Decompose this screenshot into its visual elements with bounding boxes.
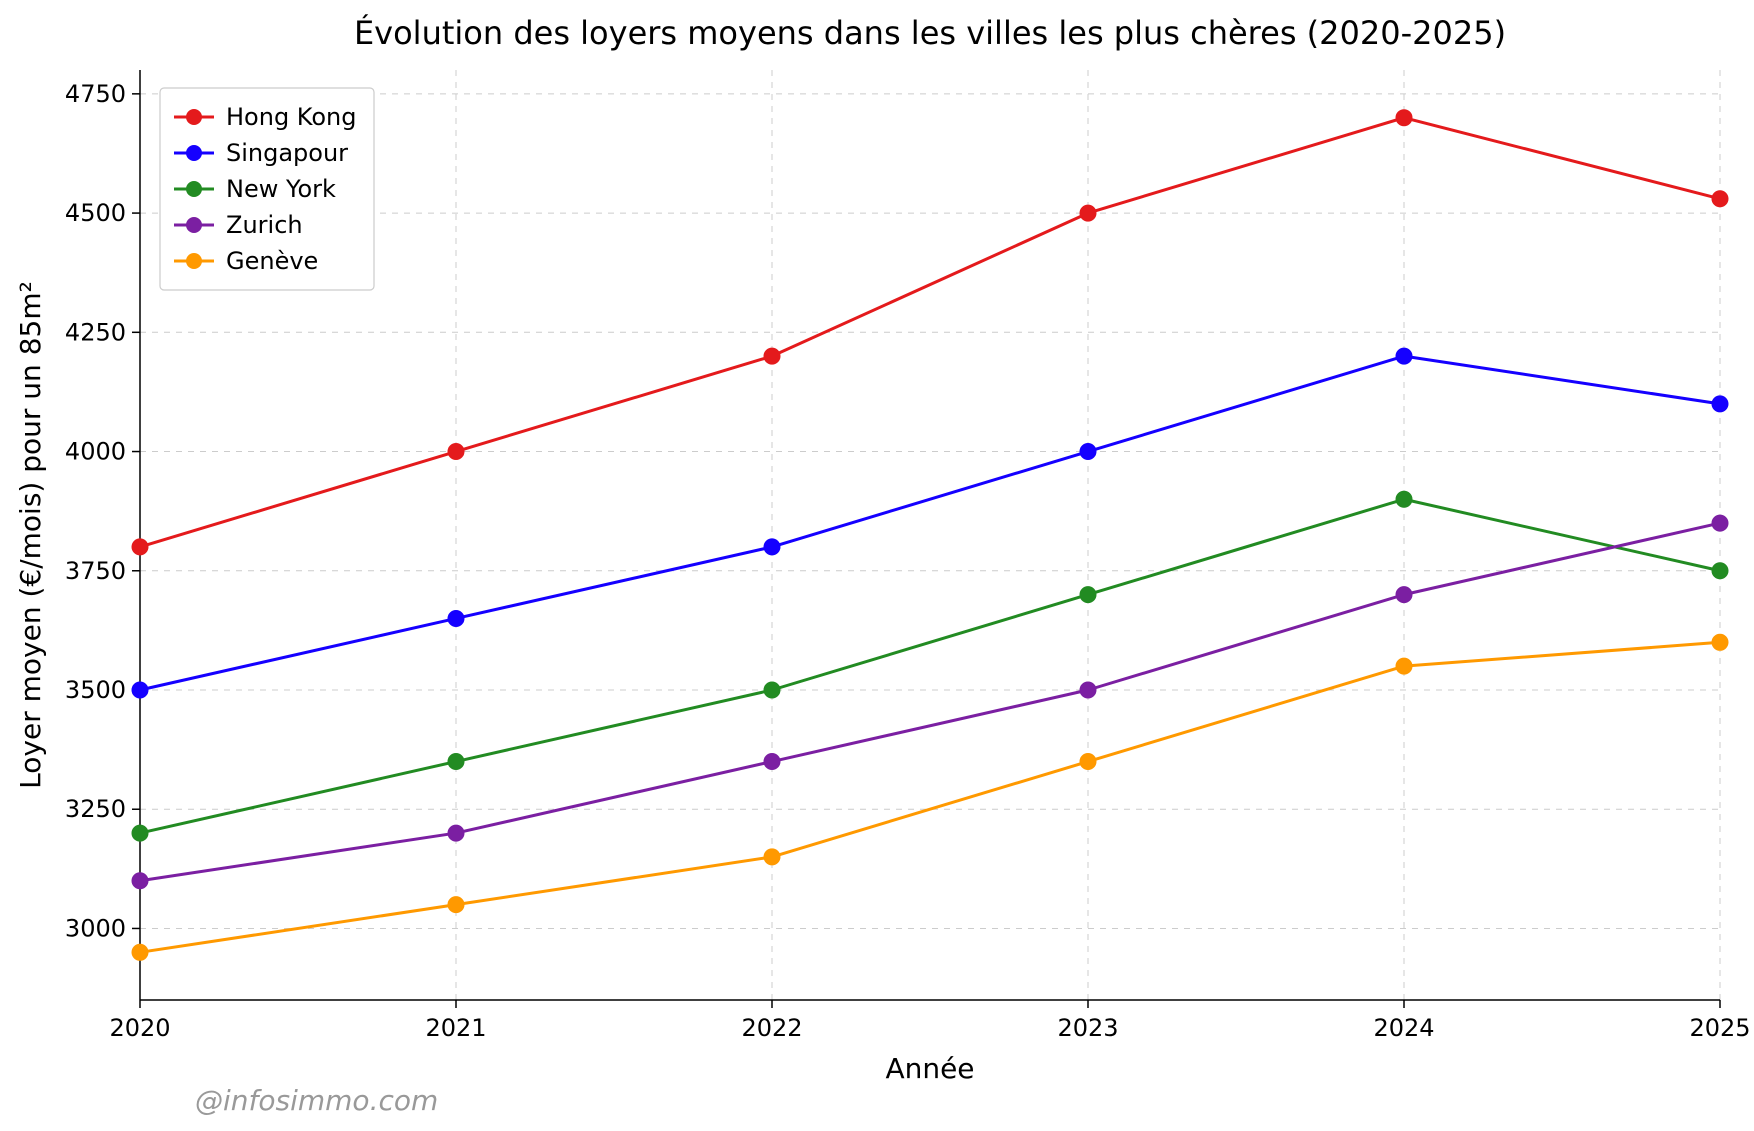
series-marker [1712,515,1728,531]
series-marker [764,348,780,364]
series-marker [132,944,148,960]
series-marker [1396,658,1412,674]
series-marker [764,754,780,770]
x-tick-label: 2023 [1057,1014,1118,1042]
series-marker [1396,110,1412,126]
legend-swatch-marker [186,145,202,161]
legend-swatch-marker [186,109,202,125]
x-tick-label: 2020 [109,1014,170,1042]
legend-label: New York [226,175,336,203]
y-tick-label: 4750 [65,80,126,108]
y-axis-label: Loyer moyen (€/mois) pour un 85m² [14,281,47,789]
x-tick-label: 2024 [1373,1014,1434,1042]
y-tick-label: 4250 [65,318,126,346]
series-marker [132,539,148,555]
y-tick-label: 3250 [65,795,126,823]
legend-swatch-marker [186,253,202,269]
chart-container: 2020 2021 2022 2023 2024 2025 3000 3250 3500 3750… [0,0,1754,1131]
legend-swatch-marker [186,181,202,197]
chart-title: Évolution des loyers moyens dans les vil… [354,14,1506,52]
series-marker [1712,563,1728,579]
series-marker [448,610,464,626]
series-marker [1712,396,1728,412]
y-tick-label: 3750 [65,557,126,585]
line-chart: 2020 2021 2022 2023 2024 2025 3000 3250 3500 3750… [0,0,1754,1131]
series-marker [448,444,464,460]
series-marker [764,849,780,865]
x-tick-label: 2021 [425,1014,486,1042]
y-tick-label: 4500 [65,199,126,227]
watermark: @infosimmo.com [195,1084,438,1117]
legend-label: Zurich [226,211,303,239]
series-marker [448,825,464,841]
legend-label: Genève [226,247,318,275]
series-marker [1080,444,1096,460]
series-marker [1396,491,1412,507]
series-marker [448,897,464,913]
series-marker [132,682,148,698]
x-tick-label: 2025 [1689,1014,1750,1042]
series-marker [1396,348,1412,364]
series-marker [132,873,148,889]
y-tick-label: 4000 [65,438,126,466]
y-tick-label: 3000 [65,914,126,942]
series-marker [1080,587,1096,603]
legend-label: Hong Kong [226,103,356,131]
x-tick-label: 2022 [741,1014,802,1042]
x-axis-label: Année [885,1052,974,1085]
series-marker [1712,634,1728,650]
series-marker [1080,754,1096,770]
legend-label: Singapour [226,139,348,167]
legend-swatch-marker [186,217,202,233]
y-tick-label: 3500 [65,676,126,704]
series-marker [1396,587,1412,603]
series-marker [1080,682,1096,698]
series-marker [1080,205,1096,221]
series-marker [1712,191,1728,207]
series-marker [448,754,464,770]
series-marker [764,682,780,698]
series-marker [132,825,148,841]
series-marker [764,539,780,555]
